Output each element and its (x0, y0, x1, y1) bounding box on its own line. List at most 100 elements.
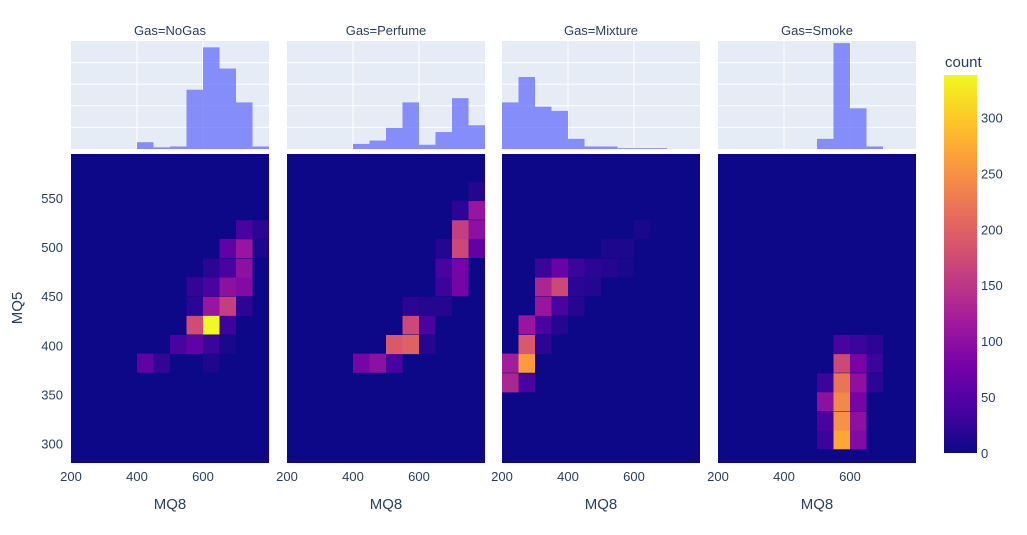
heatmap-cell (617, 258, 634, 278)
y-tick-label: 500 (41, 240, 63, 255)
histogram-background (718, 41, 916, 149)
heatmap-cell (203, 353, 220, 373)
histogram-bar (601, 146, 618, 149)
heatmap-cell (601, 238, 618, 258)
colorbar-tick-label: 100 (981, 334, 1003, 349)
heatmap-cell (452, 277, 469, 297)
heatmap-cell (402, 296, 419, 316)
x-tick-label: 400 (557, 469, 579, 484)
heatmap-cell (817, 430, 834, 450)
histogram-bar (452, 98, 469, 149)
heatmap-cell (833, 353, 850, 373)
x-tick-label: 200 (491, 469, 513, 484)
heatmap-cell (203, 277, 220, 297)
heatmap-cell (219, 277, 236, 297)
histogram-bar (419, 144, 436, 149)
colorbar-title: count (945, 54, 983, 71)
histogram-bar (369, 140, 386, 149)
x-axis-title: MQ8 (585, 496, 618, 513)
heatmap-cell (452, 258, 469, 278)
facet-title: Gas=Perfume (346, 23, 427, 38)
heatmap-cell (452, 200, 469, 220)
heatmap-cell (850, 334, 867, 355)
heatmap-cell (551, 277, 568, 297)
x-axis-title: MQ8 (154, 496, 187, 513)
histogram-bar (850, 108, 867, 149)
histogram-bar (468, 125, 485, 149)
heatmap-cell (850, 411, 867, 431)
y-tick-label: 400 (41, 338, 63, 353)
heatmap-cell (850, 353, 867, 373)
heatmap-cell (219, 238, 236, 258)
x-tick-label: 600 (839, 469, 861, 484)
heatmap-cell (435, 238, 452, 258)
axis-and-facet-labels: Gas=NoGas 200 400 600 MQ8 Gas=Perfume 200 400 60… (9, 23, 861, 513)
heatmap-cell (833, 334, 850, 355)
heatmap-cell (402, 315, 419, 335)
histogram-bar (252, 146, 269, 149)
histogram-bar (535, 106, 552, 149)
heatmap-cell (435, 296, 452, 316)
y-tick-label: 550 (41, 191, 63, 206)
heatmap-cell (568, 277, 585, 297)
heatmap-cell (468, 220, 485, 240)
facet-title: Gas=Mixture (564, 23, 638, 38)
heatmap-cell (850, 373, 867, 393)
heatmap-cell (551, 315, 568, 335)
histogram-bar (866, 146, 883, 149)
histogram-bar (236, 102, 253, 149)
histogram-bar (817, 138, 834, 149)
heatmap-cell (833, 391, 850, 412)
heatmap-cell (153, 353, 170, 373)
heatmap-cell (386, 334, 403, 355)
x-tick-label: 400 (773, 469, 795, 484)
colorbar: count 0 50 100 150 200 250 300 (944, 54, 1003, 461)
heatmap-cell (817, 411, 834, 431)
heatmap-cell (386, 353, 403, 373)
x-tick-label: 200 (707, 469, 729, 484)
heatmap-cell (833, 430, 850, 450)
x-tick-label: 400 (126, 469, 148, 484)
marginal-histograms (71, 41, 916, 150)
histogram-bar (584, 146, 601, 149)
heatmap-cell (535, 315, 552, 335)
heatmap-cell (252, 238, 269, 258)
heatmap-cell (866, 353, 883, 373)
heatmap-cell (236, 296, 253, 316)
histogram-bar (502, 102, 519, 149)
heatmap-cell (551, 258, 568, 278)
heatmap-cell (568, 296, 585, 316)
colorbar-scale (944, 75, 977, 453)
histogram-bar (568, 138, 585, 149)
x-tick-label: 600 (192, 469, 214, 484)
heatmap-cell (568, 258, 585, 278)
heatmap-cell (833, 411, 850, 431)
y-tick-label: 300 (41, 436, 63, 451)
colorbar-tick-label: 250 (981, 166, 1003, 181)
x-tick-label: 200 (276, 469, 298, 484)
histogram-bar (617, 148, 634, 149)
heatmap-cell (252, 220, 269, 240)
heatmap-cell (236, 220, 253, 240)
heatmap-cell (419, 334, 436, 355)
heatmap-panels (71, 154, 916, 463)
heatmap-cell (219, 296, 236, 316)
heatmap-cell (236, 258, 253, 278)
histogram-bar (386, 127, 403, 149)
histogram-bar (634, 148, 651, 149)
colorbar-tick-label: 300 (981, 110, 1003, 125)
histogram-bar (153, 147, 170, 149)
x-tick-label: 400 (342, 469, 364, 484)
x-tick-label: 200 (60, 469, 82, 484)
heatmap-cell (236, 238, 253, 258)
histogram-bar (203, 47, 220, 150)
heatmap-cell (452, 220, 469, 240)
heatmap-background (502, 154, 700, 463)
heatmap-cell (601, 258, 618, 278)
heatmap-cell (535, 258, 552, 278)
heatmap-cell (353, 353, 370, 373)
heatmap-cell (203, 334, 220, 355)
colorbar-tick-label: 50 (981, 390, 995, 405)
heatmap-cell (236, 277, 253, 297)
heatmap-cell (535, 277, 552, 297)
